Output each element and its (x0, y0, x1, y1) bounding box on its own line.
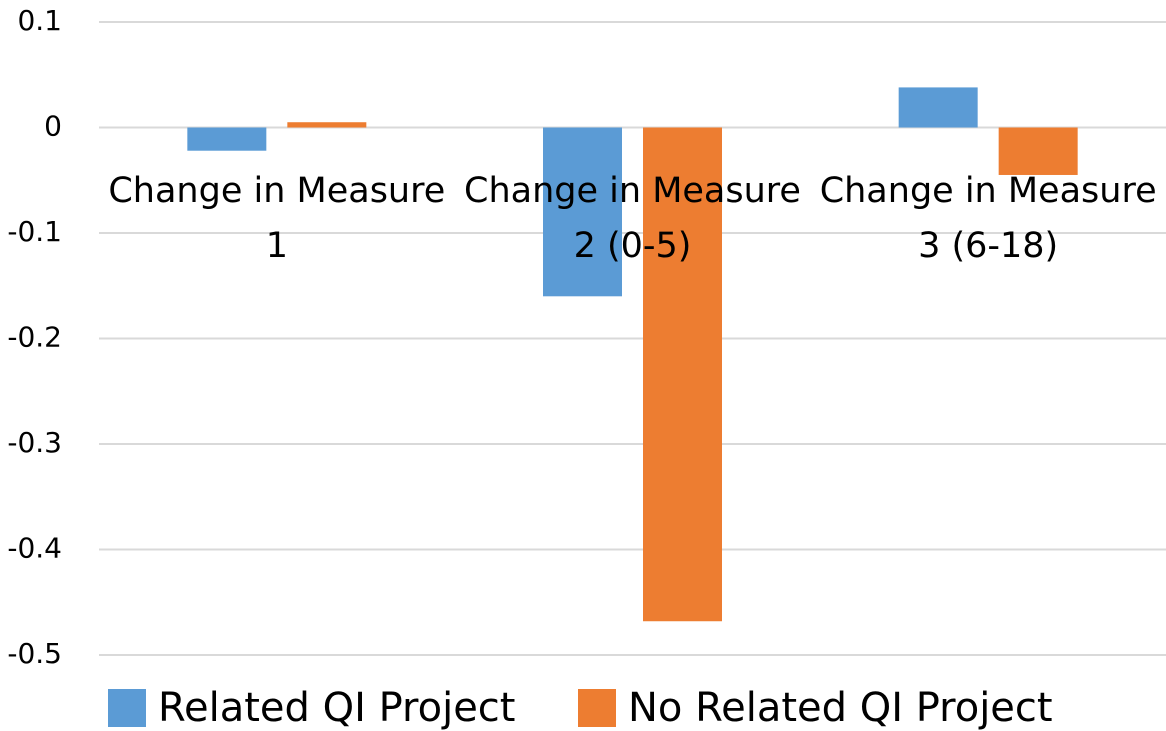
bar (187, 127, 267, 151)
y-tick-label: 0.1 (17, 4, 62, 37)
bar (287, 122, 367, 128)
category-label: Change in Measure 2 (0-5) (464, 171, 801, 266)
category-label: Change in Measure 3 (6-18) (819, 171, 1157, 266)
legend-swatch (108, 689, 146, 727)
legend-label: No Related QI Project (628, 685, 1053, 731)
category-label: Change in Measure 1 (108, 171, 446, 266)
y-tick-label: -0.2 (7, 321, 62, 354)
y-tick-label: -0.3 (7, 426, 62, 459)
bar (898, 87, 978, 128)
y-tick-label: -0.5 (7, 637, 62, 670)
y-tick-label: 0 (44, 110, 62, 143)
y-tick-label: -0.4 (7, 532, 62, 565)
bar (998, 127, 1078, 175)
bar (643, 127, 722, 622)
legend-label: Related QI Project (158, 685, 515, 731)
legend-swatch (578, 689, 616, 727)
bar (543, 127, 622, 297)
y-tick-label: -0.1 (7, 215, 62, 248)
